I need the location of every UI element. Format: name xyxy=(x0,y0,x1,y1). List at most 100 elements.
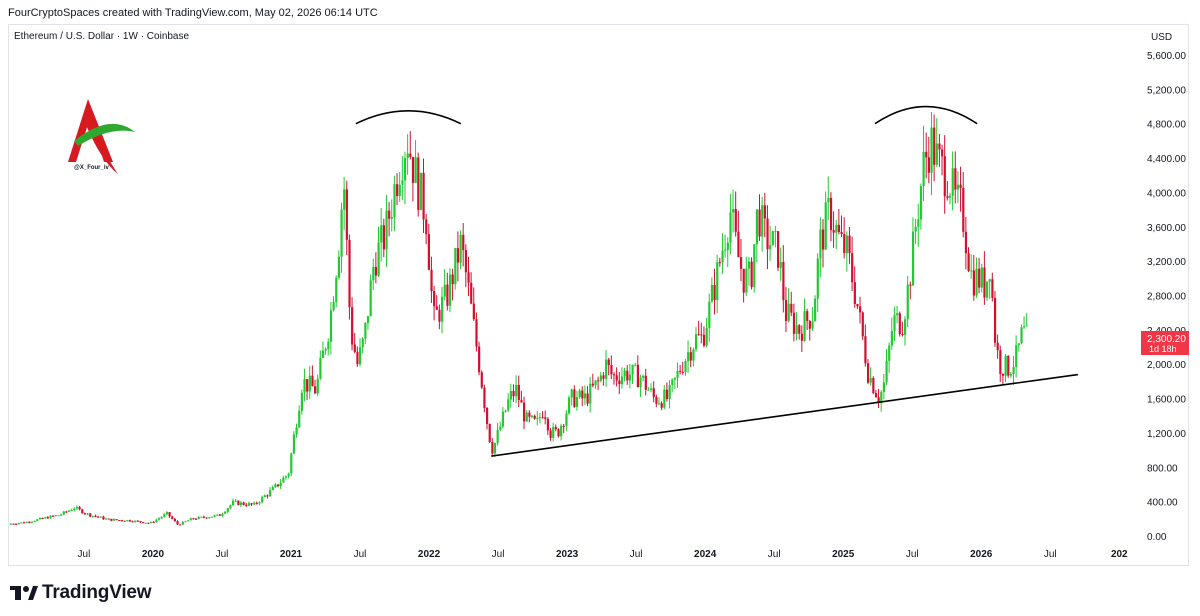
candle-body xyxy=(840,232,843,235)
candle-body xyxy=(734,209,737,232)
candle-body xyxy=(306,379,309,392)
candle-body xyxy=(602,375,605,379)
tradingview-logo[interactable]: TradingView xyxy=(10,582,152,604)
candle-body xyxy=(671,379,674,386)
candle-body xyxy=(991,279,994,298)
candle-body xyxy=(814,298,817,322)
candle-body xyxy=(967,253,970,271)
candle-body xyxy=(462,234,465,251)
x-tick-label: 2025 xyxy=(832,549,855,560)
candle-body xyxy=(274,484,277,488)
candle-body xyxy=(980,267,983,288)
candle-body xyxy=(523,402,526,422)
candle-body xyxy=(276,484,280,487)
candle-body xyxy=(647,389,650,391)
candle-body xyxy=(851,253,854,283)
candle-body xyxy=(123,520,126,522)
candle-body xyxy=(261,496,264,503)
candle-body xyxy=(118,520,121,522)
candle-body xyxy=(1004,355,1007,376)
candle-body xyxy=(726,242,729,250)
candle-body xyxy=(224,511,227,514)
candle-body xyxy=(583,393,587,399)
candle-body xyxy=(832,230,835,233)
candle-body xyxy=(52,515,55,517)
candle-body xyxy=(200,516,203,518)
candle-body xyxy=(456,248,460,263)
candle-body xyxy=(253,502,256,505)
y-tick-label: 4,800.00 xyxy=(1147,120,1186,131)
candle-body xyxy=(192,518,195,520)
candle-body xyxy=(485,407,489,425)
candle-body xyxy=(888,345,891,361)
candle-body xyxy=(417,157,420,210)
candle-body xyxy=(586,393,589,404)
candle-body xyxy=(99,516,102,518)
candle-body xyxy=(491,441,494,454)
candle-body xyxy=(327,341,330,349)
candle-body xyxy=(419,172,423,210)
candle-body xyxy=(1025,325,1028,327)
candle-body xyxy=(713,284,716,301)
candle-body xyxy=(1015,345,1018,367)
tradingview-wordmark: TradingView xyxy=(42,582,152,603)
x-tick-label: Jul xyxy=(630,549,643,560)
candle-body xyxy=(618,380,621,385)
candle-body xyxy=(184,521,187,523)
candle-body xyxy=(414,157,417,183)
candle-body xyxy=(441,296,444,322)
candle-body xyxy=(837,224,841,233)
candle-body xyxy=(697,334,700,336)
candle-body xyxy=(779,262,782,268)
candle-body xyxy=(60,514,63,516)
candle-body xyxy=(324,348,327,351)
candles-group xyxy=(9,112,1028,526)
candle-body xyxy=(853,282,856,304)
candle-body xyxy=(179,524,182,526)
candle-body xyxy=(739,257,743,269)
candle-body xyxy=(94,515,97,517)
candle-body xyxy=(859,306,862,313)
candle-body xyxy=(1007,355,1010,376)
candle-body xyxy=(70,510,73,512)
candle-body xyxy=(425,219,428,235)
candle-body xyxy=(845,235,849,254)
candle-body xyxy=(663,389,666,408)
candle-body xyxy=(1009,373,1013,376)
candle-body xyxy=(874,393,878,398)
candle-body xyxy=(538,417,542,419)
candle-body xyxy=(398,184,401,197)
candle-body xyxy=(792,312,796,334)
candle-body xyxy=(282,477,285,483)
candle-body xyxy=(433,291,436,307)
candle-body xyxy=(504,410,507,412)
candle-body xyxy=(263,495,266,497)
last-price-label: 2,300.20 xyxy=(1147,334,1186,345)
candle-body xyxy=(33,521,36,523)
candle-body xyxy=(761,205,764,237)
candle-body xyxy=(287,473,290,477)
candle-body xyxy=(250,503,253,505)
candle-body xyxy=(784,300,788,321)
candle-body xyxy=(694,334,698,350)
candle-body xyxy=(73,508,76,511)
candle-body xyxy=(472,303,475,320)
candle-body xyxy=(205,517,208,519)
y-tick-label: 3,200.00 xyxy=(1147,257,1186,268)
candle-body xyxy=(824,202,827,250)
candle-body xyxy=(689,352,692,361)
y-tick-label: 5,200.00 xyxy=(1147,85,1186,96)
candle-body xyxy=(189,518,192,521)
candle-body xyxy=(78,507,81,510)
candle-body xyxy=(89,513,92,517)
candle-body xyxy=(340,209,343,257)
candle-body xyxy=(221,513,224,516)
x-tick-label: Jul xyxy=(354,549,367,560)
candle-body xyxy=(483,387,486,408)
candle-body xyxy=(528,412,531,417)
candle-body xyxy=(348,239,351,308)
candle-body xyxy=(956,184,960,190)
candle-body xyxy=(882,382,886,393)
axes-group: 0.00 400.00 800.00 1,200.00 1,600.00 2,000.00… xyxy=(78,51,1187,560)
